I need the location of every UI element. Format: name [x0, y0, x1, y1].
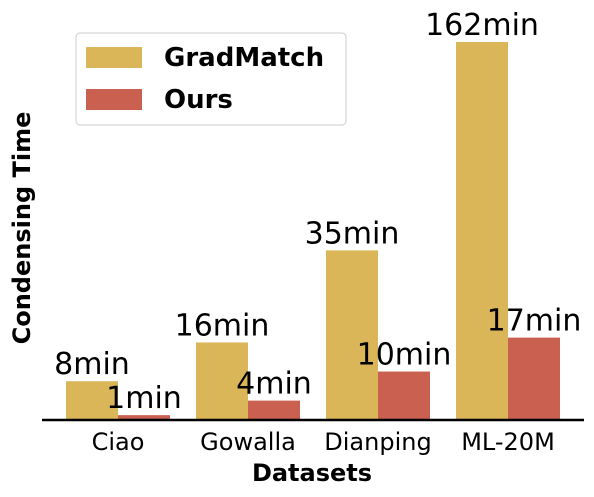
value-label: 16min	[175, 308, 270, 343]
value-label: 10min	[357, 338, 452, 373]
value-label: 4min	[236, 367, 312, 402]
bar	[378, 371, 430, 420]
bar	[456, 42, 508, 420]
value-label: 1min	[106, 381, 182, 416]
legend-box	[75, 32, 347, 126]
bar	[326, 250, 378, 420]
value-label: 35min	[305, 216, 400, 251]
x-tick-label: Dianping	[324, 428, 431, 456]
x-tick-label: Gowalla	[200, 428, 296, 456]
x-tick-label: ML-20M	[461, 428, 555, 456]
value-label: 162min	[425, 8, 539, 43]
plot-area	[66, 42, 560, 420]
value-label: 8min	[54, 347, 130, 382]
x-axis-label: Datasets	[252, 459, 372, 487]
legend-swatch	[86, 47, 142, 68]
x-tick-label: Ciao	[92, 428, 145, 456]
bar	[196, 342, 248, 420]
y-axis-label: Condensing Time	[8, 112, 36, 345]
legend-label: GradMatch	[164, 43, 324, 73]
bar	[118, 415, 170, 420]
legend-swatch	[86, 89, 142, 110]
legend-label: Ours	[164, 85, 233, 115]
bar	[248, 400, 300, 420]
bar	[66, 381, 118, 420]
bar	[508, 337, 560, 420]
value-label: 17min	[487, 304, 582, 339]
